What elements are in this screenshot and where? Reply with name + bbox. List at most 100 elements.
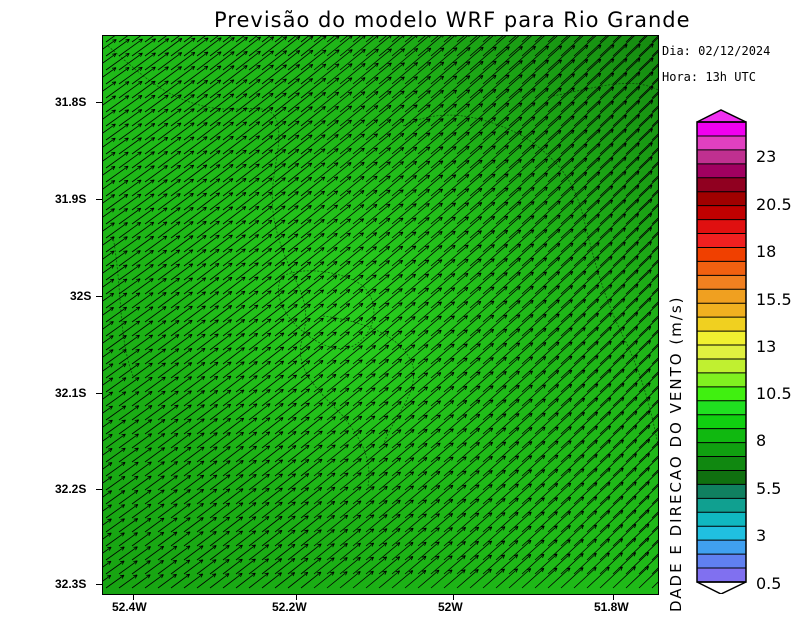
wind-arrow (248, 135, 274, 155)
wind-arrow (469, 300, 495, 323)
wind-arrow (248, 530, 270, 547)
wind-arrow (586, 552, 610, 575)
wind-arrow (417, 89, 444, 113)
wind-arrow (222, 361, 245, 379)
wind-arrow (144, 249, 168, 267)
wind-arrow (378, 147, 405, 169)
wind-arrow (638, 471, 658, 491)
wind-arrow (196, 121, 221, 141)
wind-arrow (404, 569, 427, 589)
wind-arrow (417, 372, 442, 393)
wind-arrow (365, 373, 389, 393)
wind-arrow (144, 376, 166, 393)
wind-arrow (209, 51, 235, 71)
wind-arrow (417, 61, 445, 85)
wind-arrow (196, 234, 220, 253)
wind-arrow (103, 81, 117, 92)
wind-arrow (417, 499, 441, 519)
wind-arrow (287, 205, 312, 225)
wind-arrow (183, 108, 208, 127)
colorbar-band (697, 163, 746, 179)
wind-arrow (482, 159, 509, 183)
colorbar-band (697, 191, 746, 207)
wind-arrow (352, 472, 375, 491)
wind-arrow (144, 447, 166, 463)
wind-arrow (300, 289, 325, 309)
wind-arrow (586, 256, 613, 281)
wind-arrow (209, 135, 234, 155)
wind-arrow (573, 58, 602, 85)
wind-arrow (573, 355, 599, 379)
wind-arrow (326, 162, 352, 183)
wind-arrow (103, 123, 116, 134)
wind-arrow (274, 205, 299, 225)
wind-arrow (352, 345, 377, 365)
wind-arrow (326, 444, 349, 463)
wind-arrow (456, 413, 481, 435)
wind-arrow (599, 326, 626, 351)
wind-arrow (313, 430, 336, 449)
wind-arrow (469, 314, 495, 337)
wind-arrow (521, 539, 545, 561)
wind-arrow (352, 91, 379, 113)
wind-arrow (586, 566, 610, 589)
wind-arrow (547, 567, 571, 589)
wind-arrow (235, 149, 260, 169)
wind-arrow (144, 560, 164, 575)
wind-arrow (599, 36, 622, 57)
wind-arrow (131, 249, 154, 267)
wind-arrow (274, 416, 297, 435)
wind-arrow (586, 270, 613, 295)
wind-arrow (103, 236, 115, 246)
wind-arrow (404, 174, 431, 197)
wind-arrow (638, 107, 658, 127)
wind-arrow (417, 245, 443, 267)
wind-arrow (183, 122, 208, 141)
wind-arrow (638, 387, 658, 407)
wind-arrow (300, 458, 323, 477)
wind-arrow (131, 292, 154, 309)
wind-arrow (183, 545, 204, 561)
colorbar-band (697, 358, 746, 374)
wind-arrow (339, 204, 365, 225)
wind-arrow (612, 566, 636, 589)
y-tick (96, 489, 102, 490)
wind-arrow (404, 400, 428, 421)
wind-arrow (534, 454, 559, 477)
wind-arrow (417, 329, 442, 351)
wind-arrow (313, 218, 338, 239)
wind-arrow (209, 121, 234, 141)
wind-arrow (339, 190, 365, 211)
wind-arrow (326, 232, 351, 253)
wind-arrow (300, 402, 324, 421)
wind-arrow (183, 503, 204, 519)
wind-arrow (352, 443, 376, 463)
wind-arrow (287, 176, 313, 197)
wind-arrow (196, 291, 220, 309)
wind-arrow (103, 67, 117, 78)
wind-arrow (261, 177, 286, 197)
wind-arrow (118, 137, 142, 155)
wind-arrow (404, 287, 429, 309)
wind-arrow (196, 93, 222, 113)
wind-arrow (170, 249, 194, 267)
wind-arrow (248, 389, 271, 407)
colorbar-band (697, 233, 746, 248)
wind-arrow (521, 102, 549, 127)
wind-arrow (534, 299, 560, 323)
wind-arrow (144, 418, 166, 435)
wind-arrow (103, 377, 114, 386)
wind-arrow (287, 557, 309, 575)
wind-arrow (651, 455, 658, 463)
wind-arrow (625, 71, 654, 99)
wind-arrow (599, 368, 625, 393)
wind-arrow (287, 162, 313, 183)
wind-arrow (469, 441, 494, 463)
wind-arrow (547, 59, 576, 85)
wind-arrow (118, 362, 140, 379)
wind-arrow (651, 525, 658, 533)
wind-arrow (612, 283, 639, 309)
wind-arrow (599, 100, 628, 127)
wind-arrow (521, 271, 548, 295)
wind-arrow (131, 348, 153, 365)
